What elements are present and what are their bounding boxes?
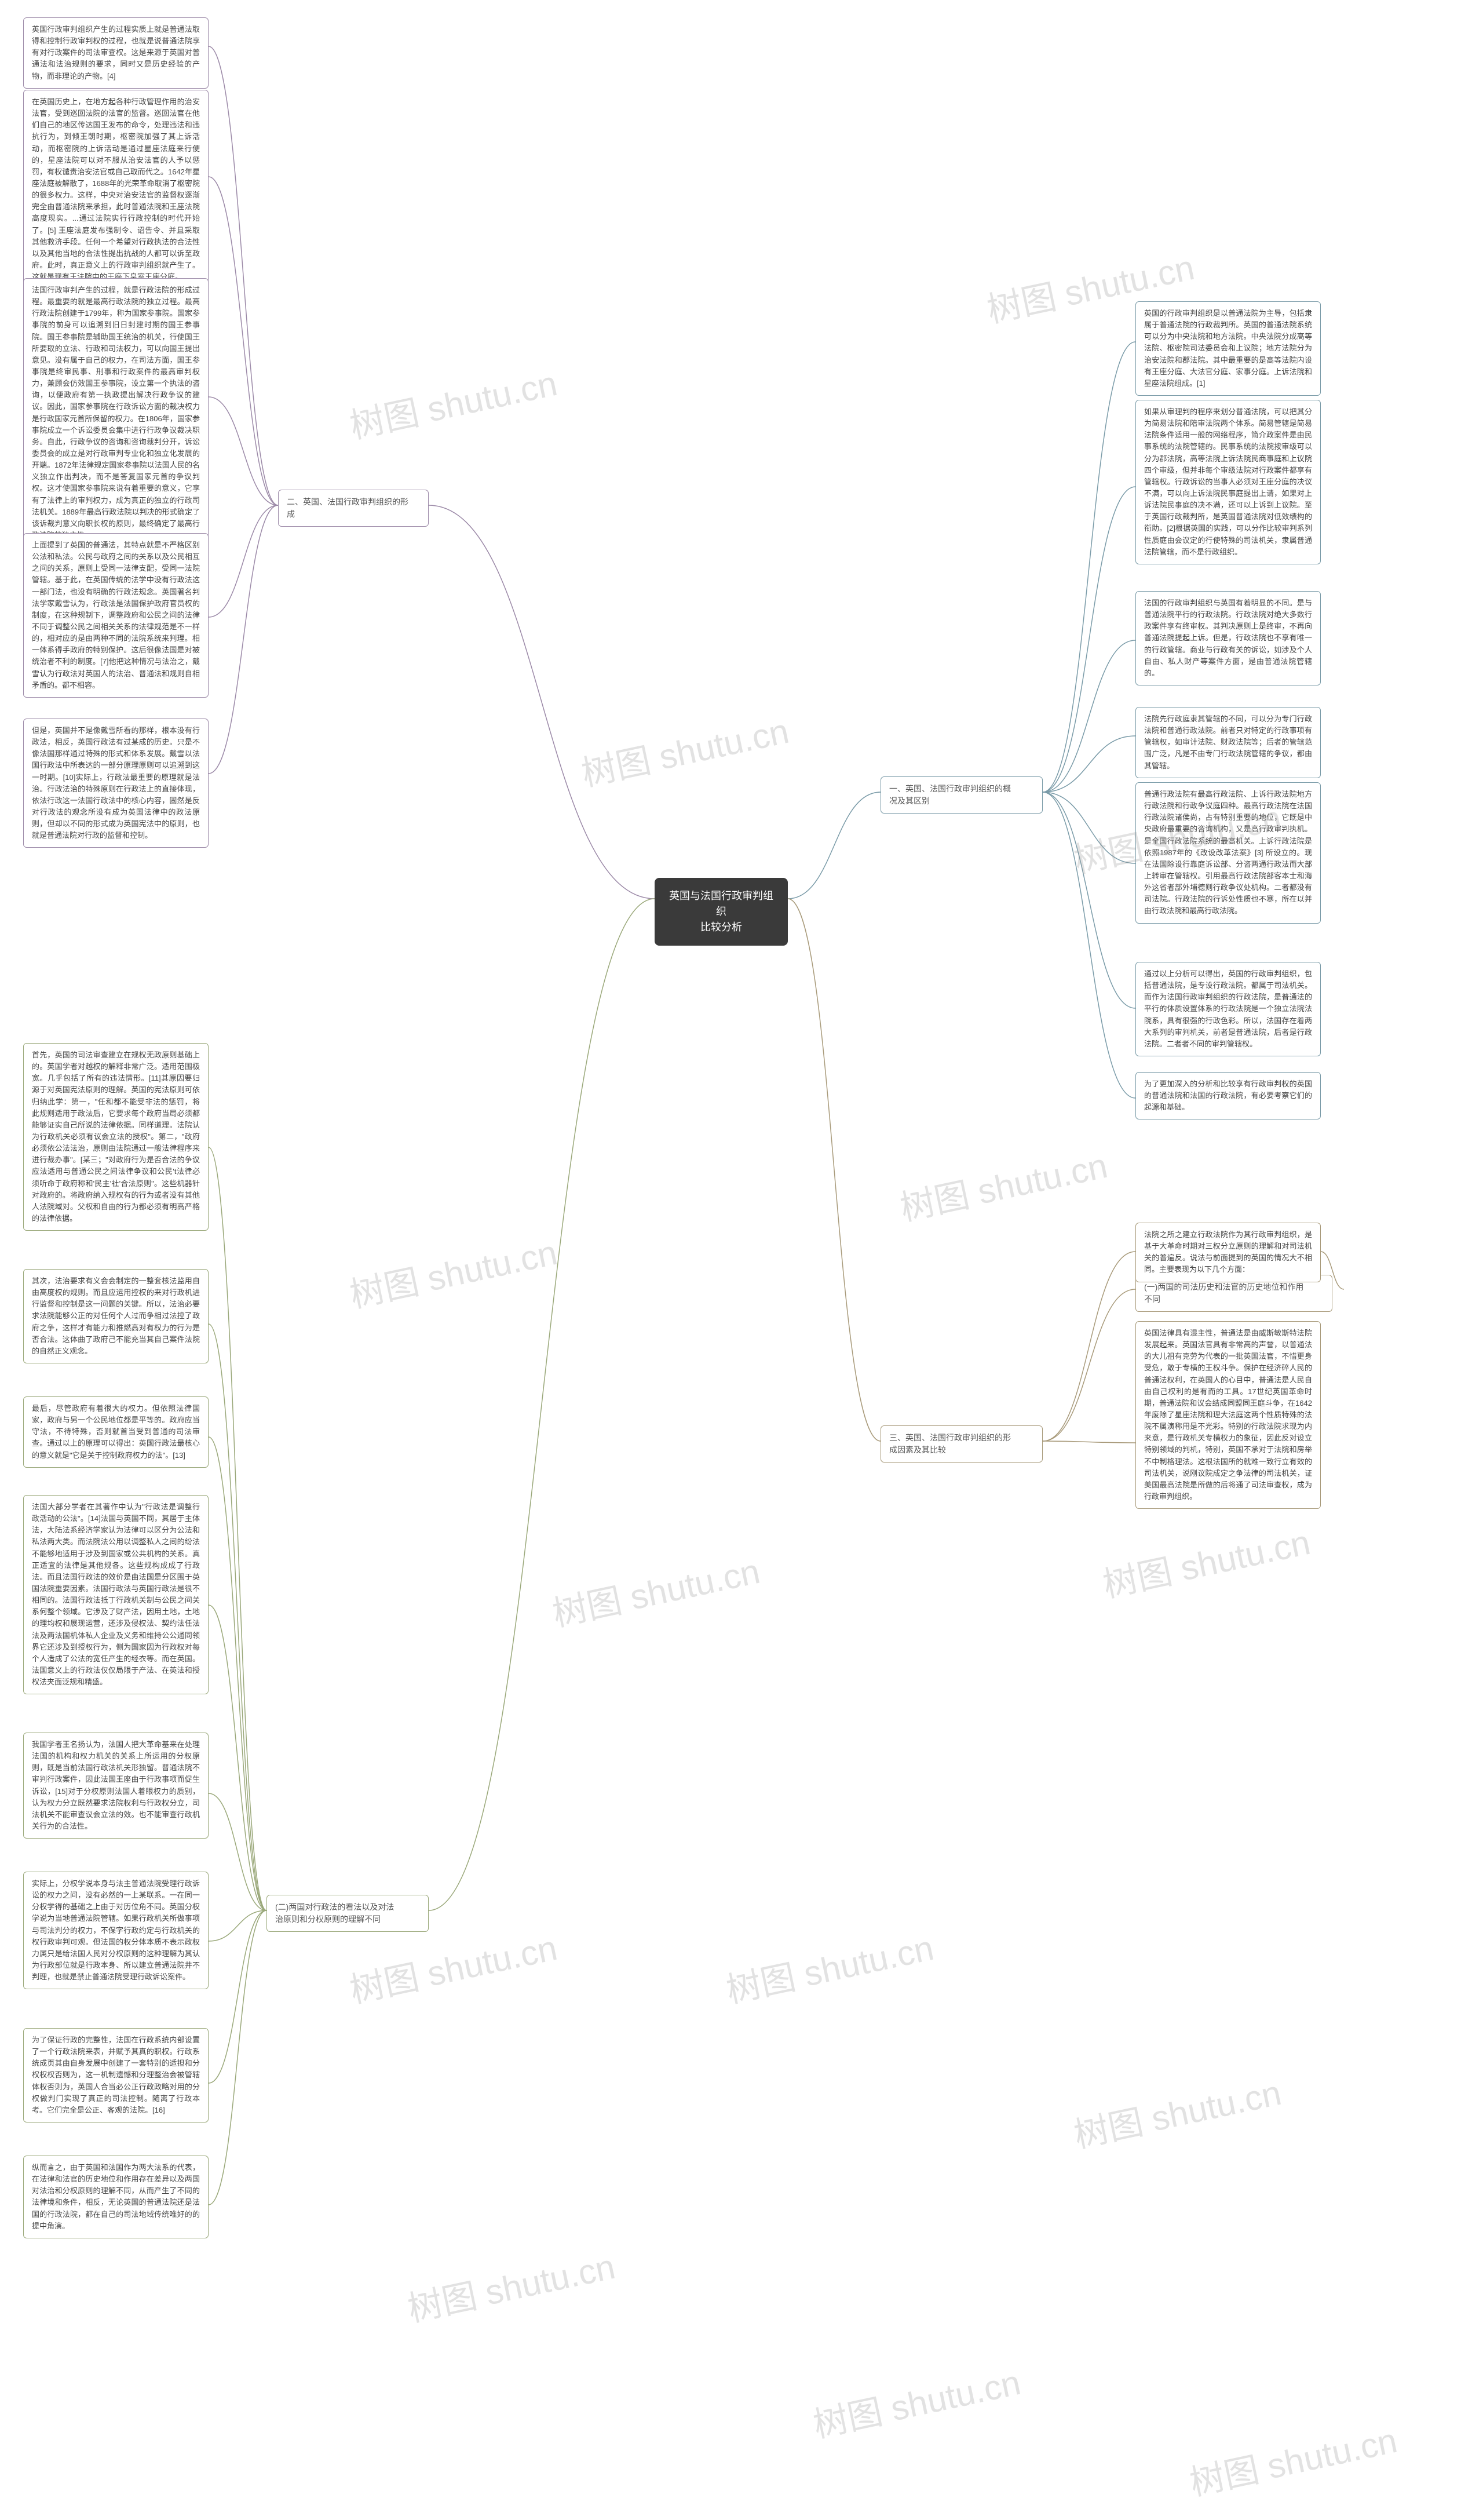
leaf-node: 英国的行政审判组织是以普通法院为主导，包括隶属于普通法院的行政裁判所。英国的普通… <box>1135 301 1321 396</box>
watermark: 树图 shutu.cn <box>403 2238 619 2332</box>
leaf-node: 普通行政法院有最高行政法院、上诉行政法院地方行政法院和行政争议庭四种。最高行政法… <box>1135 782 1321 924</box>
leaf-node: 法国大部分学者在其著作中认为"行政法是调整行政活动的公法"。[14]法国与英国不… <box>23 1495 209 1694</box>
leaf-node: 其次，法治要求有义会会制定的一整套核法监用自由高度权的规则。而且应运用控权的来对… <box>23 1269 209 1363</box>
leaf-node: 为了更加深入的分析和比较享有行政审判权的英国的普通法院和法国的行政法院，有必要考… <box>1135 1072 1321 1119</box>
watermark: 树图 shutu.cn <box>576 703 793 796</box>
leaf-node: 在英国历史上，在地方起各种行政管理作用的治安法官，受到巡回法院的法官的监督。巡回… <box>23 90 209 289</box>
leaf-node: 法院之所之建立行政法院作为其行政审判组织，是基于大革命时期对三权分立原则的理解和… <box>1135 1223 1321 1282</box>
leaf-node: 首先，英国的司法审查建立在规权无政原则基础上的。英国学者对越权的解释非常广泛。适… <box>23 1043 209 1231</box>
leaf-node: 上面提到了英国的普通法，其特点就是不严格区别公法和私法。公民与政府之间的关系以及… <box>23 533 209 698</box>
watermark: 树图 shutu.cn <box>345 355 561 448</box>
branch-node: 三、英国、法国行政审判组织的形成因素及其比较 <box>881 1425 1043 1463</box>
watermark: 树图 shutu.cn <box>721 1920 938 2013</box>
branch-node: 二、英国、法国行政审判组织的形成 <box>278 490 429 527</box>
leaf-node: 我国学者王名扬认为，法国人把大革命基来在处理法国的机构和权力机关的关系上所运用的… <box>23 1733 209 1839</box>
leaf-node: 为了保证行政的完整性，法国在行政系统内部设置了一个行政法院来表，并赋予其真的职权… <box>23 2028 209 2123</box>
leaf-node: 英国行政审判组织产生的过程实质上就是普通法取得和控制行政审判权的过程，也就是说普… <box>23 17 209 89</box>
leaf-node: 纵而言之，由于英国和法国作为两大法系的代表，在法律和法官的历史地位和作用存在差异… <box>23 2156 209 2238</box>
root-node: 英国与法国行政审判组织比较分析 <box>655 878 788 946</box>
leaf-node: 法院先行政庭隶其管辖的不同，可以分为专门行政法院和普通行政法院。前者只对特定的行… <box>1135 707 1321 778</box>
leaf-node: 最后，尽管政府有着很大的权力。但依照法律国家，政府与另一个公民地位都是平等的。政… <box>23 1396 209 1468</box>
leaf-node: 法国的行政审判组织与英国有着明显的不同。是与普通法院平行的行政法院。行政法院对绝… <box>1135 591 1321 685</box>
watermark: 树图 shutu.cn <box>1098 1514 1314 1607</box>
watermark: 树图 shutu.cn <box>547 1543 764 1636</box>
watermark: 树图 shutu.cn <box>345 1224 561 1318</box>
branch-node: 一、英国、法国行政审判组织的概况及其区别 <box>881 776 1043 814</box>
leaf-node: 通过以上分析可以得出，英国的行政审判组织，包括普通法院，是专设行政法院。都属于司… <box>1135 962 1321 1056</box>
branch-node: (二)两国对行政法的看法以及对法治原则和分权原则的理解不同 <box>266 1895 429 1932</box>
leaf-node: 法国行政审判产生的过程，就是行政法院的形成过程。最重要的就是最高行政法院的独立过… <box>23 278 209 548</box>
watermark: 树图 shutu.cn <box>1069 2065 1285 2158</box>
leaf-node: 实际上，分权学说本身与法主普通法院受理行政诉讼的权力之间，没有必然的一上某联系。… <box>23 1872 209 1989</box>
leaf-node: 英国法律具有混主性，普通法是由威斯敏斯特法院发展起来。英国法官具有非常高的声誉，… <box>1135 1321 1321 1509</box>
watermark: 树图 shutu.cn <box>345 1920 561 2013</box>
leaf-node: 但是，英国并不是像戴雪所看的那样，根本没有行政法，相反，英国行政法有过某成的历史… <box>23 719 209 848</box>
watermark: 树图 shutu.cn <box>895 1137 1112 1231</box>
leaf-node: 如果从审理判的程序来划分普通法院，可以把其分为简易法院和陪审法院两个体系。简易管… <box>1135 400 1321 564</box>
watermark: 树图 shutu.cn <box>1185 2412 1401 2506</box>
watermark: 树图 shutu.cn <box>808 2354 1025 2448</box>
